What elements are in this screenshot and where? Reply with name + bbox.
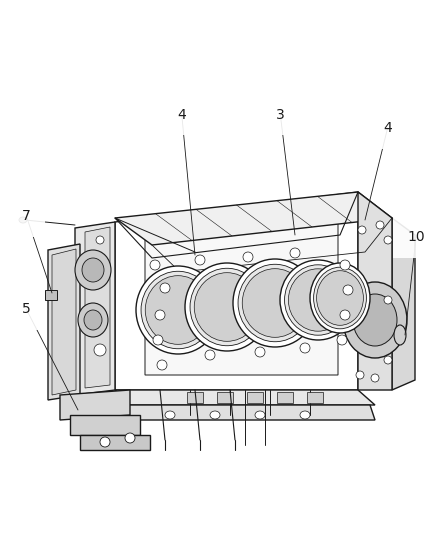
Ellipse shape xyxy=(356,371,364,379)
Ellipse shape xyxy=(300,343,310,353)
Ellipse shape xyxy=(290,248,300,258)
Ellipse shape xyxy=(125,433,135,443)
Ellipse shape xyxy=(194,273,260,341)
Polygon shape xyxy=(247,392,263,403)
Ellipse shape xyxy=(150,260,160,270)
Polygon shape xyxy=(52,249,76,395)
Ellipse shape xyxy=(100,437,110,447)
Ellipse shape xyxy=(340,260,350,270)
Ellipse shape xyxy=(285,265,351,335)
Ellipse shape xyxy=(337,335,347,345)
Ellipse shape xyxy=(310,263,370,333)
Text: 3: 3 xyxy=(276,108,285,122)
Polygon shape xyxy=(307,392,323,403)
Polygon shape xyxy=(358,192,392,390)
Text: 5: 5 xyxy=(22,302,31,316)
Polygon shape xyxy=(80,435,150,450)
Ellipse shape xyxy=(300,411,310,419)
Ellipse shape xyxy=(343,285,353,295)
Text: 10: 10 xyxy=(407,230,425,244)
Ellipse shape xyxy=(210,411,220,419)
Ellipse shape xyxy=(84,310,102,330)
Ellipse shape xyxy=(205,350,215,360)
Ellipse shape xyxy=(82,258,104,282)
Polygon shape xyxy=(115,405,375,420)
Ellipse shape xyxy=(185,263,269,351)
Ellipse shape xyxy=(238,264,312,342)
Text: 7: 7 xyxy=(22,209,31,223)
Ellipse shape xyxy=(288,269,348,331)
Polygon shape xyxy=(48,244,80,400)
Ellipse shape xyxy=(280,260,356,340)
Ellipse shape xyxy=(19,217,27,223)
Ellipse shape xyxy=(353,294,397,346)
Ellipse shape xyxy=(394,325,406,345)
Ellipse shape xyxy=(384,296,392,304)
Ellipse shape xyxy=(75,250,111,290)
Ellipse shape xyxy=(343,282,407,358)
Ellipse shape xyxy=(195,255,205,265)
Polygon shape xyxy=(145,213,338,375)
Ellipse shape xyxy=(94,344,106,356)
Ellipse shape xyxy=(255,347,265,357)
Polygon shape xyxy=(60,390,130,420)
Ellipse shape xyxy=(242,269,308,337)
Ellipse shape xyxy=(78,303,108,337)
Ellipse shape xyxy=(157,360,167,370)
Ellipse shape xyxy=(243,252,253,262)
Polygon shape xyxy=(85,227,110,388)
Polygon shape xyxy=(75,222,115,395)
Ellipse shape xyxy=(384,236,392,244)
Text: 4: 4 xyxy=(177,108,186,122)
Polygon shape xyxy=(45,290,57,300)
Ellipse shape xyxy=(358,226,366,234)
Ellipse shape xyxy=(165,411,175,419)
Ellipse shape xyxy=(384,356,392,364)
Ellipse shape xyxy=(371,374,379,382)
Ellipse shape xyxy=(340,310,350,320)
Ellipse shape xyxy=(96,236,104,244)
Ellipse shape xyxy=(141,271,215,349)
Polygon shape xyxy=(115,390,375,405)
Text: 4: 4 xyxy=(383,121,392,135)
Polygon shape xyxy=(115,192,358,390)
Polygon shape xyxy=(115,192,392,245)
Ellipse shape xyxy=(145,276,211,344)
Ellipse shape xyxy=(233,259,317,347)
Ellipse shape xyxy=(160,283,170,293)
Polygon shape xyxy=(392,218,415,390)
Ellipse shape xyxy=(155,310,165,320)
Ellipse shape xyxy=(190,268,264,346)
Polygon shape xyxy=(70,415,140,435)
Ellipse shape xyxy=(314,267,367,329)
Polygon shape xyxy=(187,392,203,403)
Polygon shape xyxy=(277,392,293,403)
Ellipse shape xyxy=(376,221,384,229)
Ellipse shape xyxy=(153,335,163,345)
Ellipse shape xyxy=(136,266,220,354)
Polygon shape xyxy=(217,392,233,403)
Ellipse shape xyxy=(317,271,364,325)
Polygon shape xyxy=(115,192,358,390)
Ellipse shape xyxy=(255,411,265,419)
